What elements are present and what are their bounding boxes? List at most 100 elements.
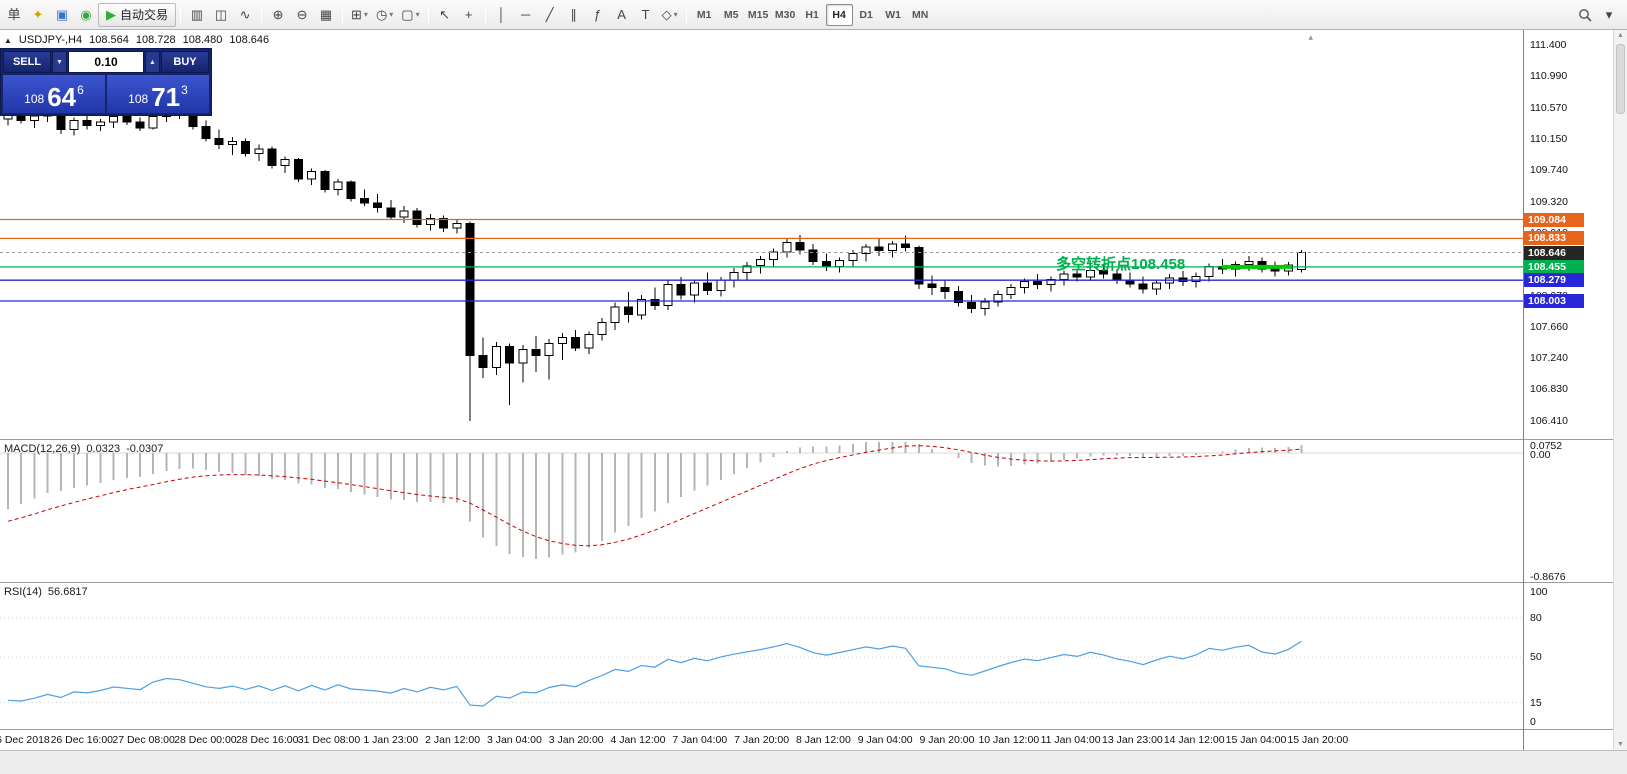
timeframe-m15-button[interactable]: M15	[745, 4, 772, 26]
period-button[interactable]: ◷ ▾	[372, 3, 397, 27]
toolbar-overflow-button[interactable]: ▾	[1597, 3, 1621, 27]
time-axis-label: 14 Jan 12:00	[1163, 734, 1225, 746]
chart-symbol-timeframe: USDJPY-,H4	[18, 34, 83, 46]
time-axis-label: 8 Jan 12:00	[795, 734, 851, 746]
text-icon: A	[617, 7, 626, 22]
indicators-icon: ⊞	[351, 7, 362, 22]
turning-point-annotation[interactable]: 多空转折点108.458	[1056, 256, 1186, 273]
ohlc-open: 108.564	[89, 34, 129, 46]
arrow-down-icon: ▼	[56, 58, 63, 66]
line-chart-button[interactable]: ∿	[233, 3, 257, 27]
sell-price-big: 64	[47, 82, 77, 112]
timeframe-m1-button[interactable]: M1	[691, 4, 718, 26]
shapes-icon: ◇	[661, 7, 672, 22]
tile-windows-button[interactable]: ▦	[314, 3, 338, 27]
period-icon: ◷	[375, 7, 388, 22]
price-axis-label: 110.150	[1530, 133, 1568, 146]
timeframe-d1-button[interactable]: D1	[853, 4, 880, 26]
level-price-tag: 108.455	[1524, 259, 1584, 274]
sell-price-prefix: 108	[24, 92, 45, 106]
chevron-down-icon: ▾	[1605, 7, 1613, 22]
trendline-icon: ╱	[545, 7, 554, 22]
lot-size-input[interactable]	[68, 51, 144, 73]
candlestick-chart-icon: ◫	[214, 7, 228, 22]
buy-price-box[interactable]: 108 71 3	[107, 75, 209, 113]
vertical-scrollbar[interactable]: ▲ ▼	[1613, 30, 1627, 750]
price-axis[interactable]: 111.400 110.990 110.570 110.150 109.740 109.3…	[1523, 30, 1613, 750]
channel-button[interactable]: ∥	[562, 3, 586, 27]
autotrade-label: 自动交易	[120, 8, 169, 22]
fibonacci-button[interactable]: ƒ	[586, 3, 610, 27]
terminal-button[interactable]: ▣	[50, 3, 74, 27]
lot-decrease-button[interactable]: ▼	[52, 51, 67, 73]
vertical-line-icon: │	[497, 7, 506, 22]
macd-value-signal: -0.0307	[126, 443, 164, 455]
indicators-button[interactable]: ⊞ ▾	[347, 3, 372, 27]
price-axis-main[interactable]: 111.400 110.990 110.570 110.150 109.740 109.3…	[1524, 30, 1613, 440]
trade-controls-row: SELL ▼ ▲ BUY	[3, 51, 209, 73]
macd-panel[interactable]: MACD(12,26,9) 0.0323 -0.0307	[0, 440, 1523, 583]
timeframe-m30-button[interactable]: M30	[772, 4, 799, 26]
timeframe-toolbar: M1 M5 M15 M30 H1 H4 D1 W1 MN	[691, 3, 934, 26]
template-button[interactable]: ▢ ▾	[397, 3, 423, 27]
buy-button[interactable]: BUY	[161, 51, 209, 73]
level-price-tag: 108.833	[1524, 231, 1584, 246]
scroll-down-icon[interactable]: ▼	[1617, 741, 1624, 748]
timeframe-w1-button[interactable]: W1	[880, 4, 907, 26]
timeframe-mn-button[interactable]: MN	[907, 4, 934, 26]
new-order-button[interactable]: 单	[2, 3, 26, 27]
timeframe-h4-button[interactable]: H4	[825, 3, 853, 26]
macd-signal-line	[7, 445, 1302, 547]
vertical-line-button[interactable]: │	[490, 3, 514, 27]
toolbar-separator	[261, 4, 263, 25]
zoom-out-button[interactable]: ⊖	[290, 3, 314, 27]
lot-increase-button[interactable]: ▲	[145, 51, 160, 73]
rsi-title: RSI(14)	[4, 586, 42, 598]
time-axis-label: 4 Jan 12:00	[610, 734, 666, 746]
trendline-button[interactable]: ╱	[538, 3, 562, 27]
price-axis-macd[interactable]: 0.0752 0.00 -0.8676	[1524, 440, 1613, 583]
new-order-icon: 单	[7, 7, 21, 22]
time-axis-label: 2 Jan 12:00	[425, 734, 481, 746]
candlestick-chart[interactable]	[0, 30, 1523, 440]
crosshair-button[interactable]: +	[457, 3, 481, 27]
metaeditor-button[interactable]: ✦	[26, 3, 50, 27]
sell-button[interactable]: SELL	[3, 51, 51, 73]
chart-scroll-icon[interactable]: ▴	[1308, 32, 1313, 42]
price-axis-label: 106.410	[1530, 414, 1568, 427]
chevron-down-icon: ▾	[389, 10, 394, 19]
one-click-collapse-icon[interactable]: ▲	[4, 35, 12, 45]
search-icon	[1579, 8, 1592, 22]
timeframe-h1-button[interactable]: H1	[799, 4, 826, 26]
price-axis-rsi[interactable]: 100 80 50 15 0	[1524, 583, 1613, 730]
shapes-button[interactable]: ◇ ▾	[658, 3, 682, 27]
cursor-icon: ↖	[439, 7, 451, 22]
horizontal-line-button[interactable]: ─	[514, 3, 538, 27]
trade-prices-row: 108 64 6 108 71 3	[3, 75, 209, 113]
bar-chart-button[interactable]: ▥	[185, 3, 209, 27]
cursor-button[interactable]: ↖	[433, 3, 457, 27]
time-axis-label: 3 Jan 04:00	[486, 734, 542, 746]
candlestick-chart-button[interactable]: ◫	[209, 3, 233, 27]
symbol-search-button[interactable]	[1573, 3, 1597, 27]
rsi-panel[interactable]: RSI(14) 56.6817	[0, 583, 1523, 730]
sell-price-box[interactable]: 108 64 6	[3, 75, 105, 113]
voice-button[interactable]: ◉	[74, 3, 98, 27]
rsi-label: RSI(14) 56.6817	[4, 586, 88, 598]
autotrade-button[interactable]: ▶ 自动交易	[98, 2, 177, 27]
time-axis-label: 27 Dec 08:00	[112, 734, 175, 746]
axis-corner	[1524, 730, 1613, 750]
scrollbar-thumb[interactable]	[1616, 44, 1625, 114]
timeframe-m5-button[interactable]: M5	[718, 4, 745, 26]
rsi-axis-label: 80	[1530, 612, 1542, 624]
toolbar-separator	[427, 4, 429, 25]
scroll-up-icon[interactable]: ▲	[1617, 32, 1624, 39]
zoom-in-button[interactable]: ⊕	[266, 3, 290, 27]
level-price-tag: 109.084	[1524, 212, 1584, 227]
price-chart-panel[interactable]: ▲ USDJPY-,H4 108.564 108.728 108.480 108…	[0, 30, 1523, 440]
arrow-up-icon: ▲	[149, 58, 156, 66]
text-button[interactable]: A	[610, 3, 634, 27]
label-button[interactable]: T	[634, 3, 658, 27]
